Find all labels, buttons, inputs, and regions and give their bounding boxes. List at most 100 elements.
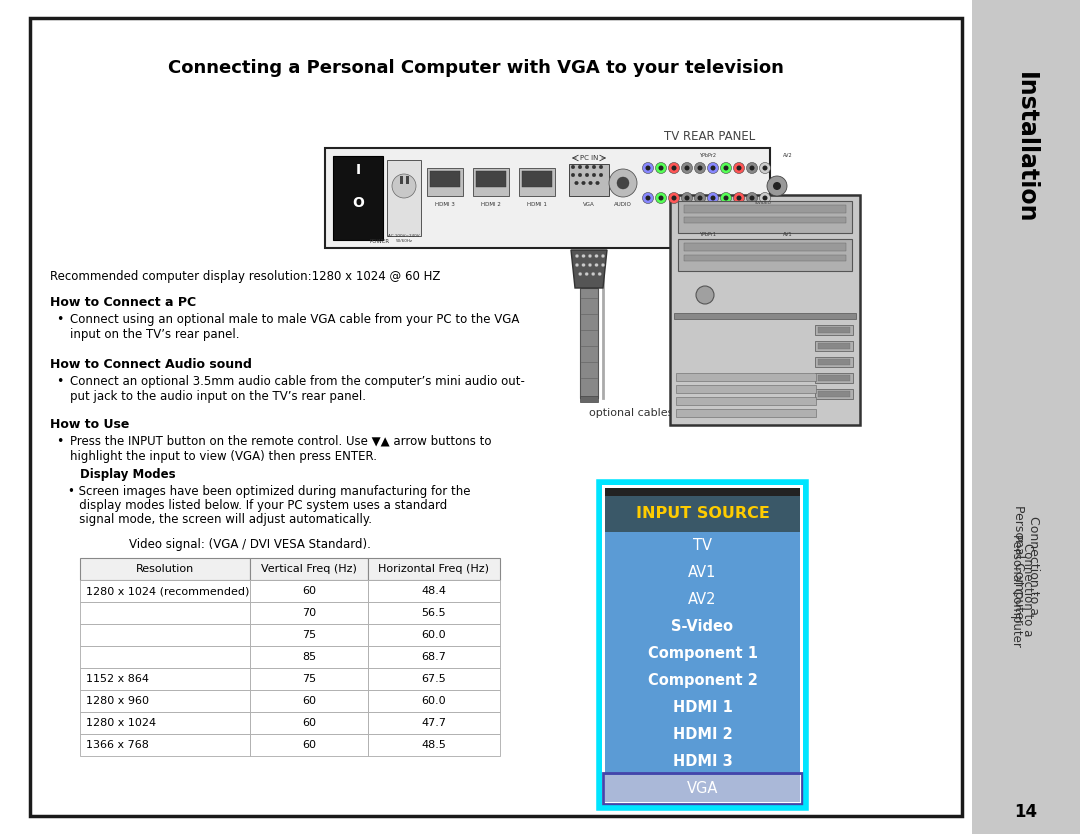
- Circle shape: [599, 173, 603, 177]
- Bar: [519, 168, 555, 196]
- Circle shape: [773, 182, 781, 190]
- Bar: [80, 690, 249, 712]
- Bar: [249, 580, 368, 602]
- Circle shape: [646, 165, 650, 170]
- Circle shape: [599, 165, 603, 168]
- Circle shape: [759, 163, 770, 173]
- Text: YPbPr1: YPbPr1: [700, 232, 716, 237]
- Circle shape: [595, 254, 598, 258]
- Bar: [368, 690, 500, 712]
- Text: Component 1: Component 1: [648, 646, 757, 661]
- Circle shape: [733, 193, 744, 203]
- Bar: [818, 359, 850, 365]
- Bar: [368, 558, 500, 580]
- Text: 48.5: 48.5: [421, 740, 446, 750]
- Bar: [569, 164, 609, 196]
- Bar: [522, 171, 552, 187]
- Text: Horizontal Freq (Hz): Horizontal Freq (Hz): [378, 564, 489, 574]
- Bar: [815, 389, 853, 399]
- Text: How to Connect a PC: How to Connect a PC: [50, 296, 197, 309]
- Text: YPbPr2: YPbPr2: [700, 153, 716, 158]
- Text: INPUT SOURCE: INPUT SOURCE: [635, 506, 769, 521]
- Circle shape: [656, 163, 666, 173]
- Circle shape: [643, 193, 653, 203]
- Text: TV REAR PANEL: TV REAR PANEL: [664, 129, 755, 143]
- Text: Resolution: Resolution: [136, 564, 194, 574]
- Text: Installation: Installation: [1014, 73, 1038, 224]
- Circle shape: [762, 165, 768, 170]
- Circle shape: [643, 163, 653, 173]
- Circle shape: [595, 264, 598, 267]
- Bar: [818, 391, 850, 397]
- Circle shape: [685, 165, 689, 170]
- Bar: [368, 734, 500, 756]
- Bar: [387, 160, 421, 236]
- Bar: [972, 0, 1080, 834]
- Circle shape: [576, 254, 579, 258]
- Text: Vertical Freq (Hz): Vertical Freq (Hz): [261, 564, 356, 574]
- Bar: [599, 482, 806, 808]
- Text: 1280 x 1024 (recommended): 1280 x 1024 (recommended): [86, 586, 249, 596]
- Bar: [815, 357, 853, 367]
- Circle shape: [694, 193, 705, 203]
- Circle shape: [617, 177, 629, 189]
- Text: 1366 x 768: 1366 x 768: [86, 740, 149, 750]
- Bar: [368, 624, 500, 646]
- Bar: [333, 156, 383, 240]
- Circle shape: [596, 181, 599, 185]
- Text: • Screen images have been optimized during manufacturing for the: • Screen images have been optimized duri…: [68, 485, 471, 498]
- Circle shape: [737, 195, 742, 200]
- Bar: [80, 580, 249, 602]
- Text: highlight the input to view (VGA) then press ENTER.: highlight the input to view (VGA) then p…: [70, 450, 377, 463]
- Bar: [605, 775, 800, 802]
- Circle shape: [707, 193, 718, 203]
- Text: input on the TV’s rear panel.: input on the TV’s rear panel.: [70, 328, 240, 341]
- Text: put jack to the audio input on the TV’s rear panel.: put jack to the audio input on the TV’s …: [70, 390, 366, 403]
- Circle shape: [672, 195, 676, 200]
- Bar: [30, 18, 962, 816]
- Circle shape: [672, 165, 676, 170]
- Text: Personal Computer: Personal Computer: [1010, 534, 1023, 646]
- Bar: [473, 168, 509, 196]
- Circle shape: [582, 264, 585, 267]
- Text: 47.7: 47.7: [421, 718, 446, 728]
- Circle shape: [579, 272, 582, 276]
- Text: 75: 75: [302, 674, 316, 684]
- Bar: [249, 734, 368, 756]
- Text: POWER: POWER: [370, 239, 390, 244]
- Circle shape: [585, 165, 589, 168]
- Text: optional cables: optional cables: [589, 408, 673, 418]
- Circle shape: [576, 264, 579, 267]
- Bar: [406, 176, 409, 184]
- Circle shape: [609, 169, 637, 197]
- Bar: [249, 646, 368, 668]
- Text: 50/60Hz: 50/60Hz: [395, 239, 413, 243]
- Text: 48.4: 48.4: [421, 586, 446, 596]
- Bar: [325, 148, 770, 248]
- Text: AV2: AV2: [783, 153, 793, 158]
- Text: HDMI 2: HDMI 2: [481, 202, 501, 207]
- Circle shape: [720, 163, 731, 173]
- Text: 1280 x 1024: 1280 x 1024: [86, 718, 157, 728]
- Bar: [580, 288, 598, 398]
- Circle shape: [571, 165, 575, 168]
- Bar: [249, 712, 368, 734]
- Bar: [605, 488, 800, 496]
- Bar: [684, 205, 846, 213]
- Circle shape: [696, 286, 714, 304]
- Circle shape: [602, 264, 605, 267]
- Circle shape: [578, 165, 582, 168]
- Circle shape: [585, 173, 589, 177]
- Bar: [676, 373, 816, 381]
- Bar: [368, 646, 500, 668]
- Bar: [80, 712, 249, 734]
- Circle shape: [582, 181, 585, 185]
- Circle shape: [711, 195, 715, 200]
- Bar: [80, 602, 249, 624]
- Text: Connect using an optional male to male VGA cable from your PC to the VGA: Connect using an optional male to male V…: [70, 313, 519, 326]
- Circle shape: [598, 272, 602, 276]
- Circle shape: [392, 174, 416, 198]
- Text: •: •: [56, 313, 64, 326]
- Text: 56.5: 56.5: [421, 608, 446, 618]
- Bar: [678, 239, 852, 271]
